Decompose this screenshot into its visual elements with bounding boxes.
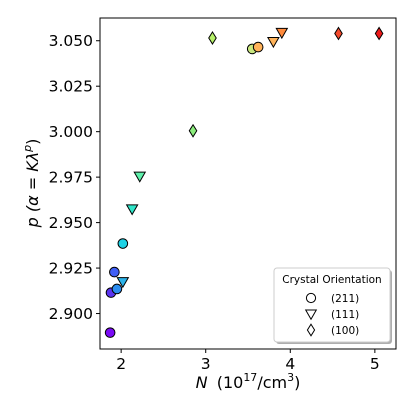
data-point-circle	[104, 327, 116, 338]
axes: 2 3 4 5 2.900 2.925 2.950 2.975 3.000 3.025 3.050	[49, 17, 397, 373]
y-tick-label: 2.975	[49, 169, 93, 187]
y-tick-label: 2.925	[49, 260, 93, 278]
data-point-triangle-down	[133, 171, 147, 183]
legend-box	[273, 267, 391, 343]
y-tick-label: 3.025	[49, 78, 93, 96]
x-tick-label: 5	[370, 355, 380, 373]
legend-label: (211)	[331, 293, 359, 305]
legend-label: (111)	[331, 309, 359, 321]
legend-label: (100)	[331, 325, 359, 337]
data-point-circle	[117, 238, 129, 249]
y-tick-label: 3.050	[49, 32, 93, 50]
data-point-diamond	[208, 31, 217, 45]
legend-title: Crystal Orientation	[282, 274, 381, 286]
legend: Crystal Orientation (211) (111) (100)	[273, 267, 392, 344]
data-point-circle	[109, 266, 120, 278]
plot-frame	[99, 17, 397, 350]
y-tick-label: 2.950	[49, 214, 93, 232]
legend-marker-diamond	[306, 323, 316, 337]
legend-marker-triangle-down	[304, 309, 318, 321]
data-point-circle	[252, 41, 264, 53]
x-tick-label: 4	[285, 355, 295, 373]
x-tick-label: 2	[116, 355, 126, 373]
data-point-diamond	[374, 26, 384, 41]
data-point-triangle-down	[275, 27, 289, 40]
legend-marker-circle	[305, 292, 317, 304]
x-tick-label: 3	[201, 355, 211, 373]
data-point-triangle-down	[116, 277, 130, 289]
data-point-circle	[111, 283, 123, 295]
data-point-triangle-down	[125, 204, 139, 216]
x-axis-label: N (1017/cm3)	[196, 371, 301, 392]
y-tick-label: 2.900	[49, 305, 93, 323]
data-point-diamond	[334, 26, 343, 41]
y-tick-label: 3.000	[49, 123, 93, 141]
y-axis-label: p (α = Kλp)	[21, 139, 42, 229]
data-point-triangle-down	[266, 37, 280, 49]
data-point-diamond	[188, 123, 198, 138]
data-points	[104, 26, 384, 338]
